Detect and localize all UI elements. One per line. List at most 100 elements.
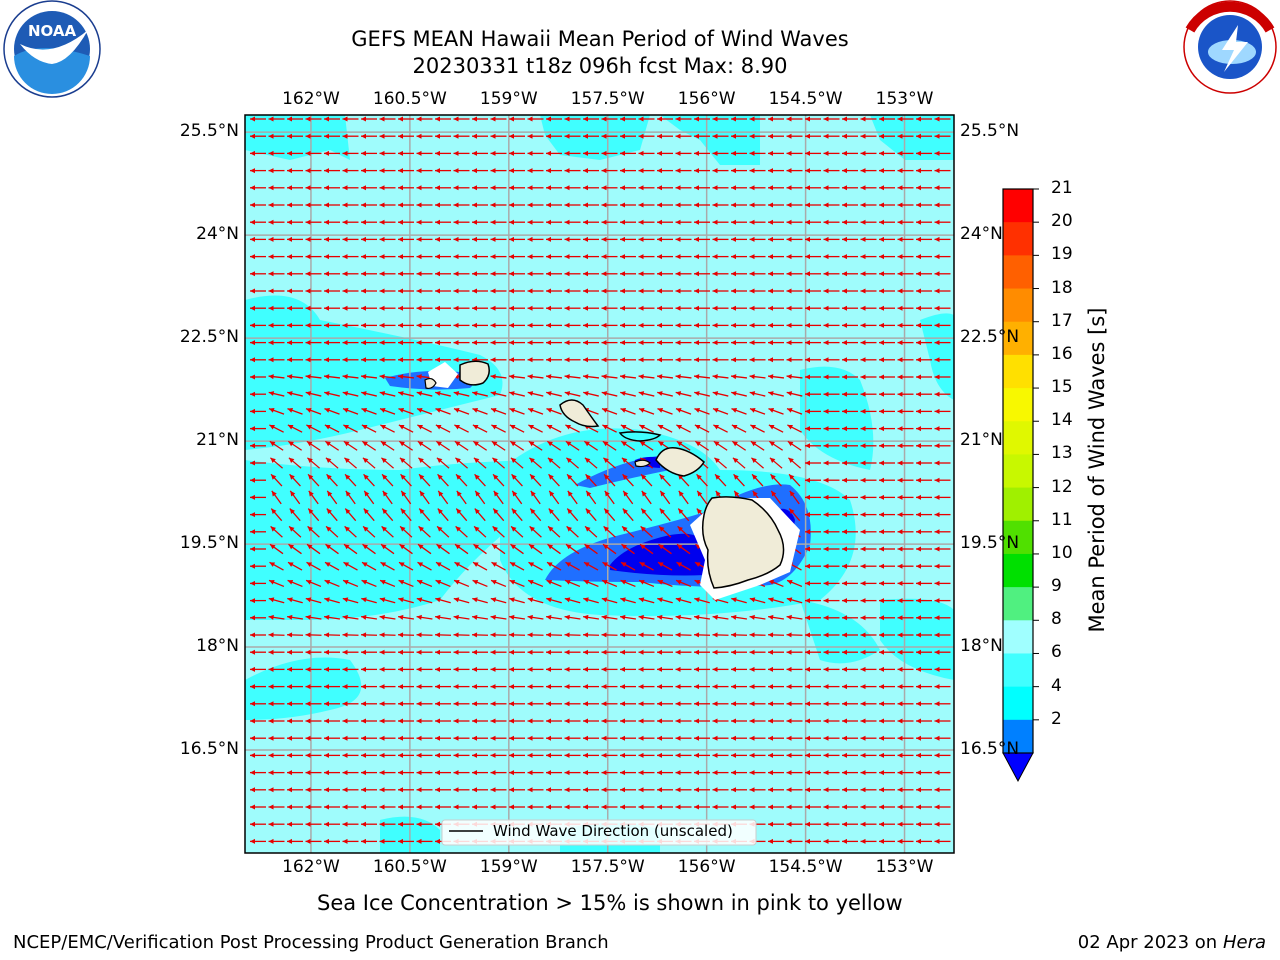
wave-arrow-head bbox=[786, 391, 793, 396]
wave-arrow-head bbox=[734, 490, 740, 497]
wave-arrow-head bbox=[361, 838, 366, 844]
wave-arrow-head bbox=[435, 579, 442, 585]
wave-arrow-head bbox=[509, 322, 514, 328]
wave-arrow-head bbox=[527, 752, 533, 758]
wave-arrow-head bbox=[675, 770, 681, 776]
wave-arrow-head bbox=[361, 821, 366, 827]
wave-arrow-head bbox=[324, 649, 329, 655]
wave-arrow-head bbox=[398, 340, 403, 346]
wave-arrow-head bbox=[897, 133, 903, 139]
wave-arrow-head bbox=[583, 254, 588, 260]
wave-arrow-head bbox=[268, 168, 274, 174]
wave-arrow-head bbox=[548, 526, 554, 532]
wave-arrow-head bbox=[675, 185, 681, 191]
wave-arrow-head bbox=[731, 219, 736, 225]
wave-arrow-head bbox=[897, 770, 903, 776]
wave-arrow-head bbox=[805, 219, 810, 225]
wave-arrow-head bbox=[528, 441, 535, 447]
wave-arrow-head bbox=[269, 424, 275, 430]
wave-arrow-head bbox=[786, 821, 792, 827]
wave-arrow-head bbox=[250, 116, 255, 122]
wave-arrow-head bbox=[453, 236, 459, 242]
wave-arrow-head bbox=[324, 254, 329, 260]
wave-arrow-head bbox=[601, 752, 607, 758]
wave-arrow-head bbox=[564, 666, 570, 672]
wave-arrow-head bbox=[842, 752, 847, 758]
colorbar-tick-label: 18 bbox=[1051, 277, 1073, 298]
wave-arrow-head bbox=[823, 202, 829, 208]
wave-arrow-head bbox=[842, 477, 847, 483]
wave-arrow-head bbox=[324, 787, 329, 793]
wave-arrow-head bbox=[879, 770, 884, 776]
wave-arrow-head bbox=[399, 562, 405, 567]
wave-arrow-head bbox=[583, 684, 588, 690]
wave-arrow-head bbox=[768, 150, 773, 156]
wave-arrow-head bbox=[324, 408, 331, 413]
wave-arrow-head bbox=[490, 649, 496, 655]
wave-arrow-head bbox=[842, 357, 847, 363]
wave-arrow-head bbox=[342, 391, 349, 396]
wave-arrow-head bbox=[566, 526, 572, 532]
wave-arrow-head bbox=[879, 254, 884, 260]
wave-arrow-head bbox=[657, 684, 662, 690]
wave-arrow-head bbox=[805, 168, 810, 174]
wave-arrow-head bbox=[474, 474, 480, 480]
wave-arrow-head bbox=[250, 391, 255, 397]
wave-arrow-head bbox=[435, 116, 440, 122]
wave-arrow-head bbox=[361, 752, 366, 758]
wave-arrow-head bbox=[472, 718, 477, 724]
wave-arrow-head bbox=[361, 718, 366, 724]
wave-arrow-head bbox=[564, 271, 570, 277]
wave-arrow-head bbox=[601, 357, 607, 363]
wave-arrow-head bbox=[934, 443, 940, 449]
wave-arrow-head bbox=[361, 288, 366, 294]
wave-arrow-head bbox=[620, 357, 625, 363]
wave-arrow-head bbox=[324, 236, 329, 242]
wave-arrow-head bbox=[268, 649, 274, 655]
wave-arrow-head bbox=[657, 322, 662, 328]
wave-arrow-head bbox=[416, 254, 422, 260]
colorbar-tick-label: 21 bbox=[1051, 178, 1073, 198]
wave-arrow-head bbox=[305, 357, 311, 363]
wave-arrow-head bbox=[289, 526, 295, 532]
wave-arrow-head bbox=[916, 185, 921, 191]
wave-arrow-head bbox=[731, 357, 736, 363]
wave-arrow-head bbox=[641, 474, 647, 480]
wave-arrow-head bbox=[546, 597, 552, 603]
wave-arrow-head bbox=[601, 116, 607, 122]
lat-label-right: 18°N bbox=[960, 636, 1003, 657]
wave-arrow-head bbox=[564, 804, 570, 810]
wave-arrow-head bbox=[916, 494, 921, 500]
wave-arrow-head bbox=[897, 340, 903, 346]
wave-arrow-head bbox=[897, 185, 903, 191]
wave-arrow-head bbox=[621, 441, 627, 447]
wave-arrow-head bbox=[601, 254, 607, 260]
wave-arrow-head bbox=[860, 666, 866, 672]
wave-arrow-head bbox=[823, 305, 829, 311]
wave-arrow-head bbox=[435, 597, 441, 603]
wave-arrow-head bbox=[528, 424, 534, 430]
wave-arrow-head bbox=[490, 718, 496, 724]
colorbar-tick-label: 17 bbox=[1051, 310, 1073, 331]
wave-arrow-head bbox=[768, 735, 773, 741]
wave-arrow-head bbox=[527, 391, 534, 396]
wave-arrow-head bbox=[934, 288, 940, 294]
wave-arrow-head bbox=[638, 288, 644, 294]
wave-arrow-head bbox=[287, 666, 292, 672]
wave-arrow-head bbox=[860, 615, 866, 621]
wave-arrow-head bbox=[250, 787, 255, 793]
colorbar-tick-label: 9 bbox=[1051, 576, 1062, 597]
wave-arrow-head bbox=[897, 288, 903, 294]
wave-arrow-head bbox=[879, 735, 884, 741]
wave-arrow-head bbox=[603, 457, 609, 463]
wave-arrow-head bbox=[585, 508, 591, 514]
wave-arrow-head bbox=[897, 512, 903, 518]
wave-arrow-head bbox=[583, 701, 588, 707]
wave-arrow-head bbox=[694, 614, 700, 620]
wave-arrow-head bbox=[379, 770, 385, 776]
wave-arrow-head bbox=[379, 254, 385, 260]
wave-arrow-head bbox=[546, 787, 551, 793]
wave-arrow-head bbox=[657, 718, 662, 724]
lon-label-top: 154.5°W bbox=[768, 89, 843, 109]
wave-arrow-head bbox=[583, 752, 588, 758]
